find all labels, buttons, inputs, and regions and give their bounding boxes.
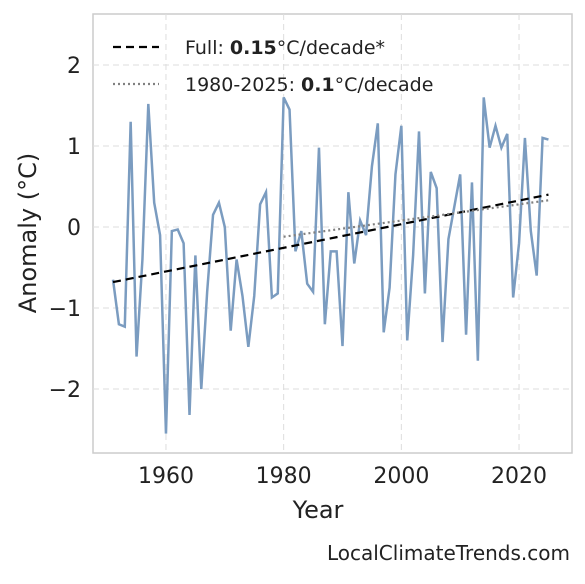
legend-label: Full: 0.15°C/decade* — [185, 37, 385, 59]
y-tick-label: −2 — [49, 378, 81, 403]
legend-unit: °C/decade — [335, 74, 434, 96]
legend-name: 1980-2025: — [185, 74, 295, 96]
legend-unit: °C/decade* — [277, 37, 385, 59]
y-axis-label: Anomaly (°C) — [14, 153, 42, 313]
x-tick-label: 1960 — [138, 464, 194, 489]
legend-name: Full: — [185, 37, 224, 59]
legend-label: 1980-2025: 0.1°C/decade — [185, 74, 433, 96]
y-tick-label: 2 — [67, 54, 81, 79]
y-tick-label: −1 — [49, 297, 81, 322]
x-tick-label: 1980 — [256, 464, 312, 489]
anomaly-line — [111, 96, 549, 434]
y-tick-label: 1 — [67, 135, 81, 160]
x-tick-label: 2000 — [373, 464, 429, 489]
grid — [93, 14, 572, 453]
x-tick-label: 2020 — [491, 464, 547, 489]
trend-line — [112, 193, 549, 284]
y-tick-label: 0 — [67, 216, 81, 241]
x-axis-label: Year — [292, 496, 344, 524]
source: LocalClimateTrends.com — [327, 541, 570, 565]
legend-slope: 0.1 — [301, 74, 335, 96]
legend-slope: 0.15 — [230, 37, 277, 59]
